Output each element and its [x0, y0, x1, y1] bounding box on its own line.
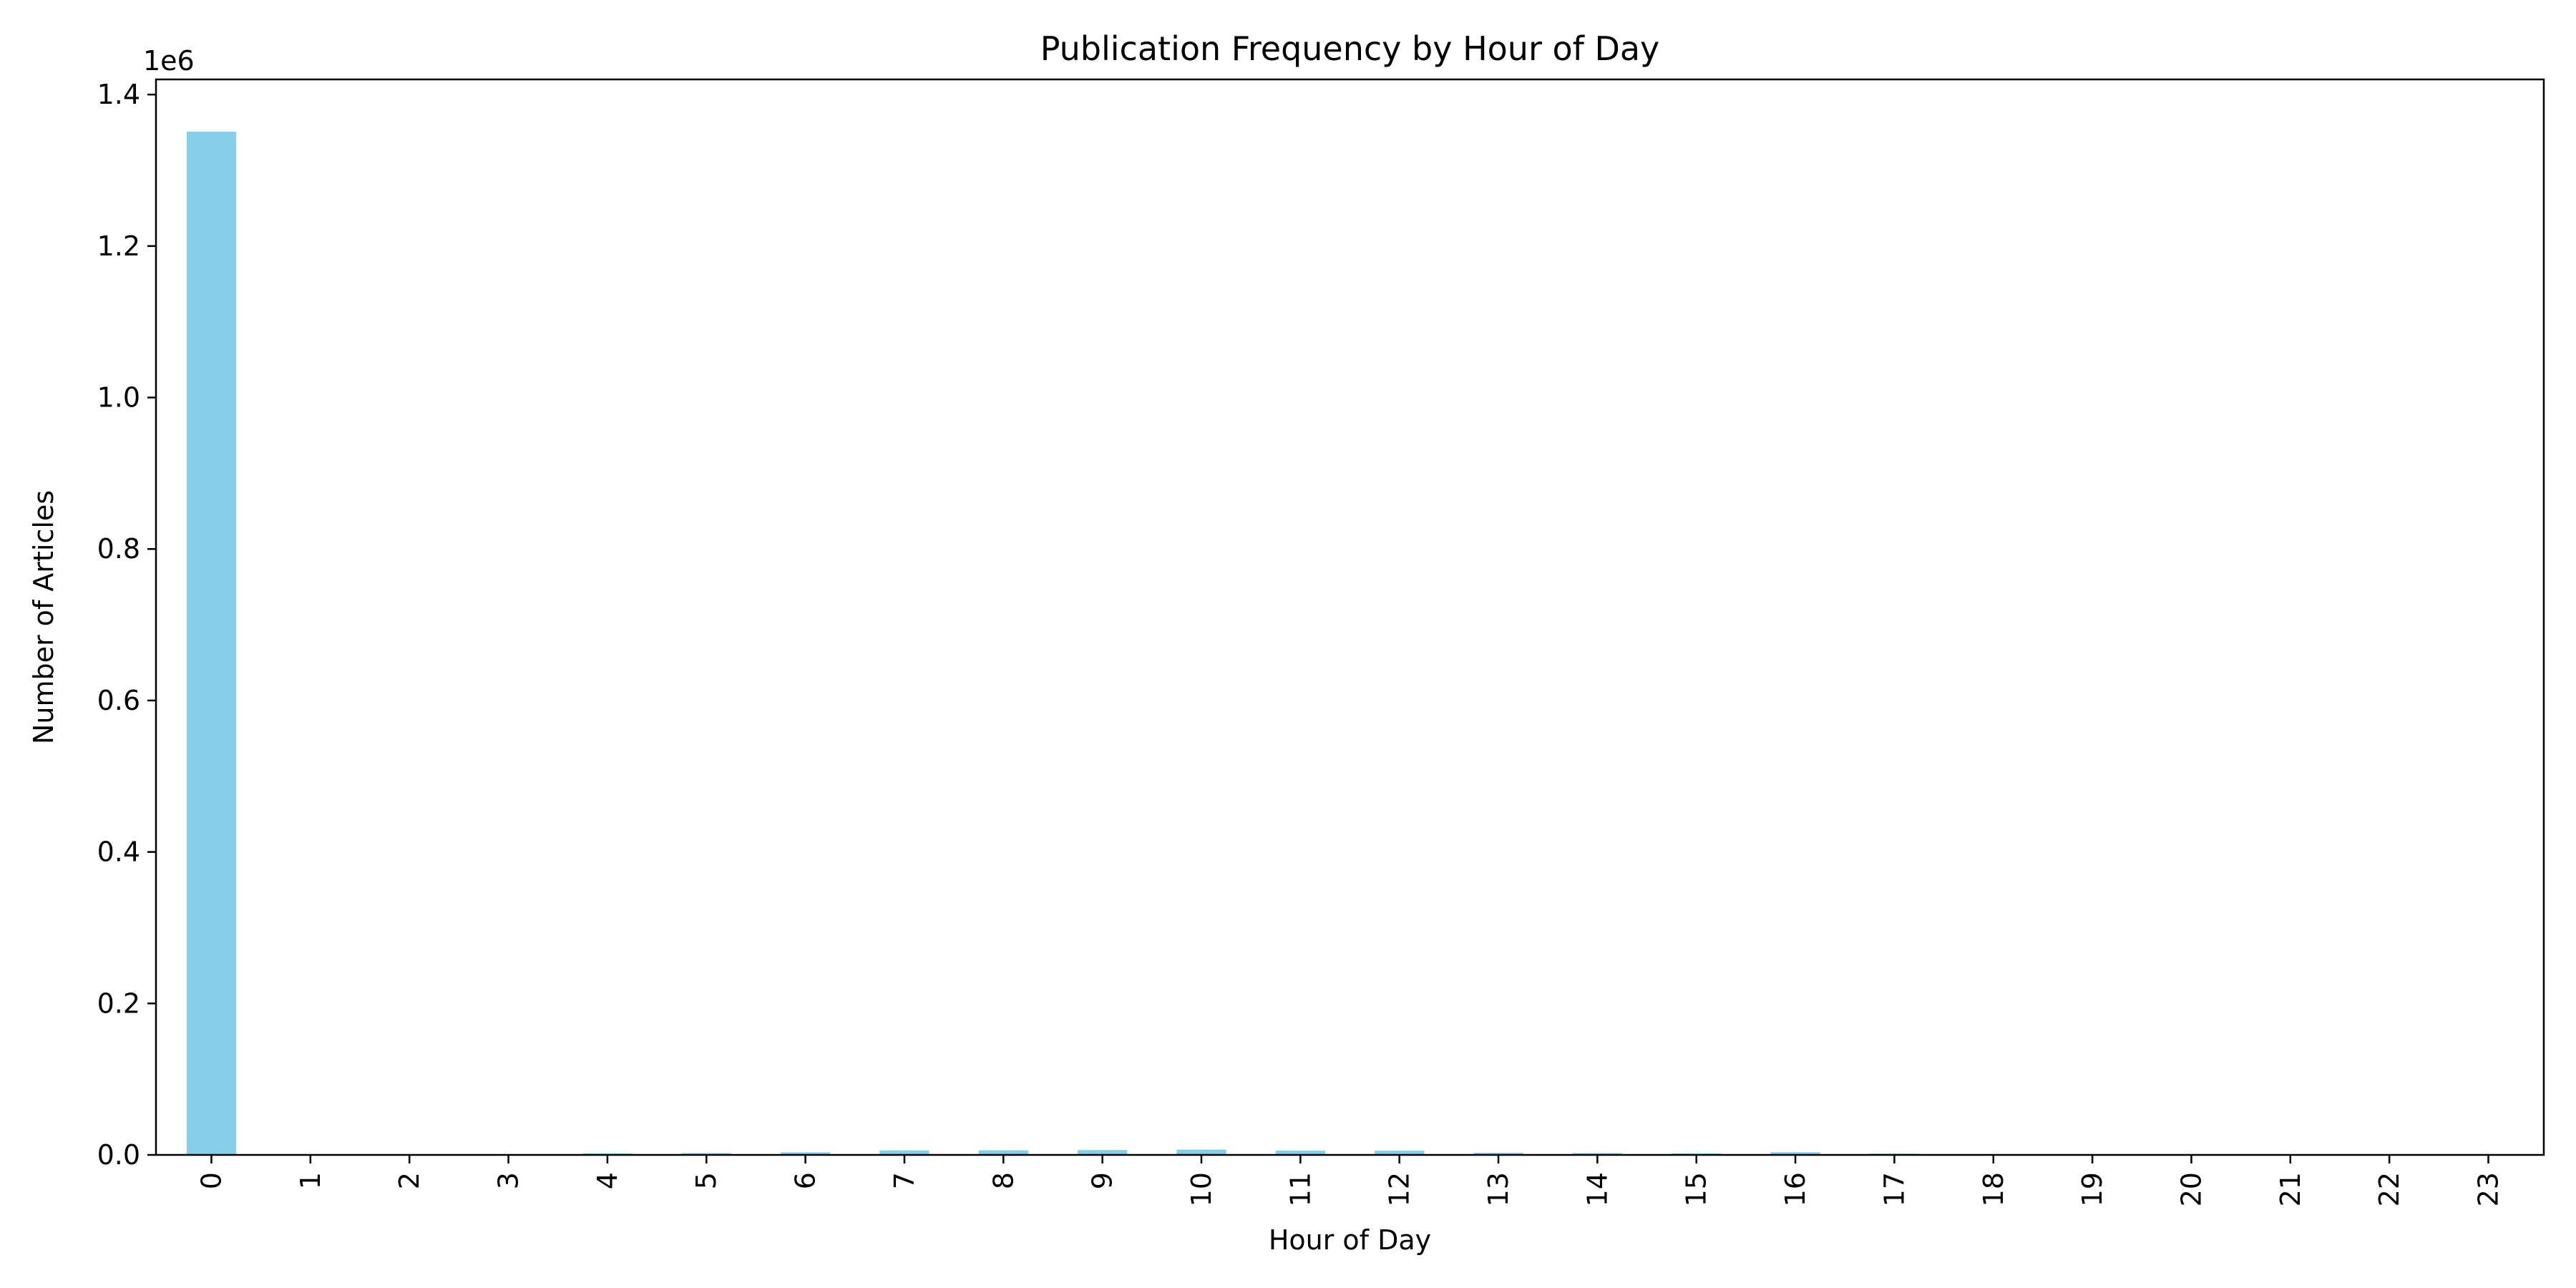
y-tick-label: 0.2 — [97, 987, 140, 1019]
x-tick-label: 12 — [1384, 1172, 1415, 1206]
chart-title: Publication Frequency by Hour of Day — [1040, 29, 1660, 68]
y-axis-label: Number of Articles — [28, 490, 59, 744]
x-axis-label: Hour of Day — [1269, 1224, 1431, 1256]
x-tick-label: 3 — [493, 1172, 525, 1189]
x-tick-label: 11 — [1284, 1172, 1316, 1206]
x-tick-label: 16 — [1780, 1172, 1811, 1206]
bar-hour-6 — [780, 1152, 831, 1155]
x-tick-label: 23 — [2473, 1172, 2504, 1206]
y-tick-label: 0.8 — [97, 533, 140, 565]
x-tick-label: 7 — [889, 1172, 920, 1189]
x-tick-label: 9 — [1087, 1172, 1118, 1189]
x-tick-label: 4 — [592, 1172, 623, 1189]
bar-hour-16 — [1770, 1152, 1820, 1155]
bar-hour-7 — [879, 1150, 930, 1155]
x-tick-label: 19 — [2077, 1172, 2108, 1206]
y-ticks-group: 0.0 0.2 0.4 0.6 0.8 1.0 1.2 1.4 — [97, 79, 156, 1171]
y-tick-label: 0.0 — [97, 1139, 140, 1171]
x-ticks-group: 0 1 2 3 4 5 6 7 8 9 10 11 12 13 14 15 16 17 18 19 20 21 22 23 — [195, 1155, 2504, 1206]
y-tick-label: 0.6 — [97, 685, 140, 716]
bar-hour-8 — [978, 1150, 1028, 1155]
bar-hour-13 — [1473, 1153, 1523, 1155]
x-tick-label: 15 — [1681, 1172, 1712, 1206]
x-tick-label: 13 — [1483, 1172, 1514, 1206]
y-tick-label: 1.0 — [97, 382, 140, 414]
bars-group — [186, 132, 2514, 1156]
y-tick-label: 1.4 — [97, 79, 140, 110]
x-tick-label: 2 — [394, 1172, 425, 1189]
x-tick-label: 1 — [295, 1172, 326, 1189]
x-tick-label: 0 — [195, 1172, 227, 1189]
x-tick-label: 10 — [1186, 1172, 1217, 1206]
x-tick-label: 20 — [2175, 1172, 2207, 1206]
y-tick-label: 1.2 — [97, 230, 140, 262]
bar-hour-11 — [1275, 1150, 1325, 1155]
bar-hour-10 — [1176, 1149, 1226, 1155]
x-tick-label: 21 — [2275, 1172, 2306, 1206]
y-tick-label: 0.4 — [97, 836, 140, 868]
plot-frame — [155, 78, 2545, 1156]
x-tick-label: 17 — [1878, 1172, 1910, 1206]
bar-hour-14 — [1572, 1153, 1622, 1155]
y-axis-offset-label: 1e6 — [143, 45, 195, 77]
x-tick-label: 14 — [1581, 1172, 1613, 1206]
bar-hour-12 — [1375, 1151, 1425, 1155]
bar-hour-0 — [186, 132, 237, 1156]
x-tick-label: 6 — [790, 1172, 821, 1189]
x-tick-label: 8 — [987, 1172, 1019, 1189]
bar-hour-9 — [1078, 1150, 1128, 1155]
bar-hour-5 — [681, 1153, 731, 1155]
x-tick-label: 18 — [1978, 1172, 2009, 1206]
x-tick-label: 22 — [2373, 1172, 2405, 1206]
x-tick-label: 5 — [691, 1172, 722, 1189]
